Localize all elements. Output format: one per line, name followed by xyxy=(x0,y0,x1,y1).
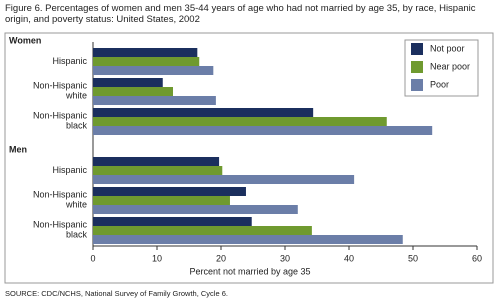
bar xyxy=(93,126,433,135)
legend-label: Near poor xyxy=(430,61,470,71)
panel-label: Men xyxy=(9,144,27,154)
bar xyxy=(93,87,173,96)
y-tick-label: Non-Hispanic white xyxy=(33,190,88,210)
y-tick-label: Hispanic xyxy=(52,165,87,175)
bar xyxy=(93,187,246,196)
bar xyxy=(93,117,387,126)
bar xyxy=(93,226,312,235)
x-tick-label: 0 xyxy=(90,253,95,263)
legend-label: Not poor xyxy=(430,43,465,53)
bar xyxy=(93,175,355,184)
source-note: SOURCE: CDC/NCHS, National Survey of Fam… xyxy=(5,289,228,298)
x-tick-label: 60 xyxy=(472,253,482,263)
bar xyxy=(93,205,298,214)
chart-frame xyxy=(4,32,494,284)
bar xyxy=(93,157,220,166)
x-tick-label: 50 xyxy=(408,253,418,263)
chart-title: Figure 6. Percentages of women and men 3… xyxy=(5,3,476,25)
bar xyxy=(93,108,314,117)
bar xyxy=(93,78,163,87)
bar xyxy=(93,57,200,66)
bar xyxy=(93,235,403,244)
x-tick-label: 30 xyxy=(280,253,290,263)
panel-label: Women xyxy=(9,35,41,45)
y-tick-label: Non-Hispanic black xyxy=(33,111,88,131)
x-tick-label: 20 xyxy=(216,253,226,263)
bar xyxy=(93,166,223,175)
x-axis-label: Percent not married by age 35 xyxy=(189,266,310,276)
bar xyxy=(93,48,198,57)
y-tick-label: Non-Hispanic white xyxy=(33,81,88,101)
legend-swatch xyxy=(411,61,423,73)
y-tick-label: Non-Hispanic black xyxy=(33,220,88,240)
x-tick-label: 10 xyxy=(152,253,162,263)
y-tick-label: Hispanic xyxy=(52,56,87,66)
bar xyxy=(93,66,214,75)
legend-label: Poor xyxy=(430,79,449,89)
legend-swatch xyxy=(411,43,423,55)
bar xyxy=(93,217,252,226)
bar xyxy=(93,96,216,105)
legend-swatch xyxy=(411,79,423,91)
bar xyxy=(93,196,230,205)
x-tick-label: 40 xyxy=(344,253,354,263)
